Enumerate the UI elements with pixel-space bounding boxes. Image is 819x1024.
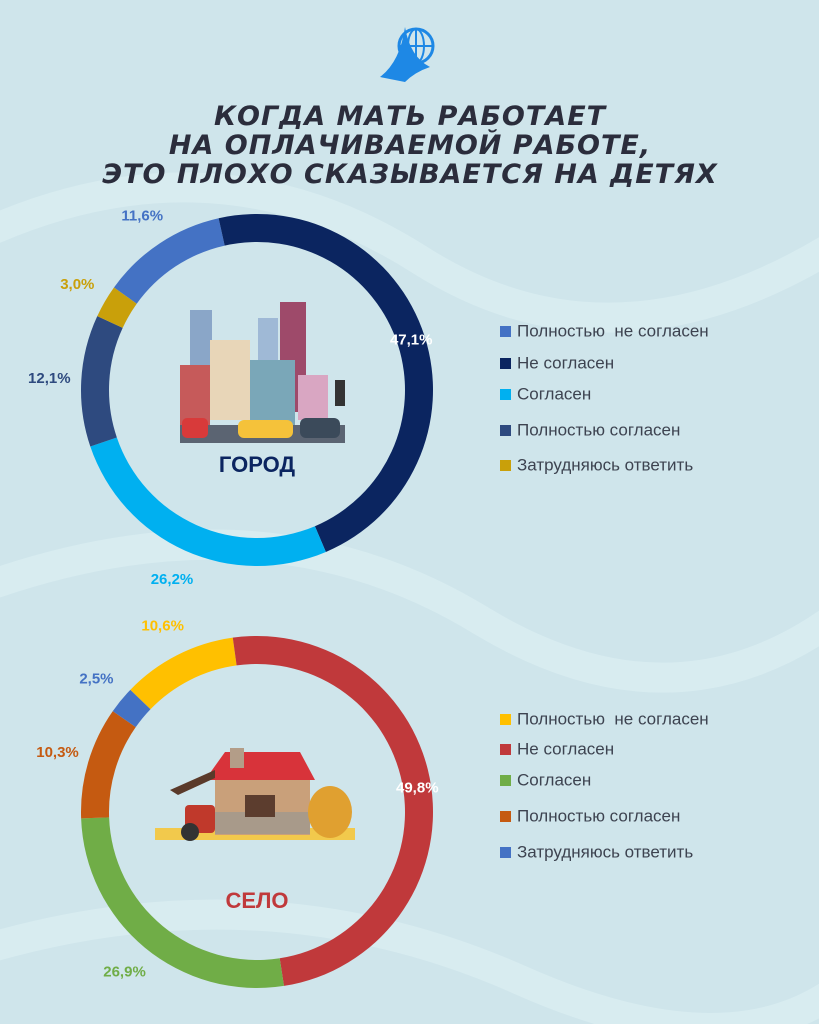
donut-segment xyxy=(232,635,434,986)
value-label: 10,6% xyxy=(141,618,184,635)
legend-label: Согласен xyxy=(517,770,591,789)
center-label: СЕЛО xyxy=(225,888,288,913)
legend-label: Полностью согласен xyxy=(517,420,680,439)
title-line: НА ОПЛАЧИВАЕМОЙ РАБОТЕ, xyxy=(169,129,651,161)
donut-segment xyxy=(81,817,284,988)
legend-label: Затрудняюсь ответить xyxy=(517,842,693,861)
donut-segment xyxy=(130,637,237,710)
value-label: 10,3% xyxy=(36,744,79,761)
value-label: 47,1% xyxy=(390,331,433,348)
value-label: 2,5% xyxy=(79,671,113,688)
value-label: 26,9% xyxy=(103,963,146,980)
donut-segment xyxy=(97,287,137,328)
legend-swatch xyxy=(500,389,511,400)
title-line: ЭТО ПЛОХО СКАЗЫВАЕТСЯ НА ДЕТЯХ xyxy=(102,159,718,190)
legend-label: Затрудняюсь ответить xyxy=(517,455,693,474)
legend-swatch xyxy=(500,358,511,369)
donut-segment xyxy=(113,218,225,304)
value-label: 26,2% xyxy=(151,571,194,588)
legend-swatch xyxy=(500,744,511,755)
donut-segment xyxy=(81,316,123,447)
donut-segment xyxy=(81,711,136,819)
legend-label: Полностью согласен xyxy=(517,806,680,825)
legend-label: Полностью не согласен xyxy=(517,709,709,728)
donut-segment xyxy=(112,689,151,728)
village-illustration xyxy=(155,748,355,841)
value-label: 11,6% xyxy=(121,207,163,224)
legend-swatch xyxy=(500,811,511,822)
legend-swatch xyxy=(500,847,511,858)
donut-segment xyxy=(218,213,434,552)
legend-swatch xyxy=(500,714,511,725)
legend-swatch xyxy=(500,425,511,436)
legend-swatch xyxy=(500,326,511,337)
legend-label: Полностью не согласен xyxy=(517,321,709,340)
value-label: 3,0% xyxy=(60,276,94,293)
title-line: КОГДА МАТЬ РАБОТАЕТ xyxy=(214,101,608,132)
center-label: ГОРОД xyxy=(219,452,296,477)
legend-swatch xyxy=(500,460,511,471)
donut-segment xyxy=(90,437,326,567)
logo xyxy=(380,27,435,82)
legend-swatch xyxy=(500,775,511,786)
city-illustration xyxy=(180,302,345,443)
value-label: 49,8% xyxy=(396,779,439,796)
legend-label: Не согласен xyxy=(517,353,614,372)
value-label: 12,1% xyxy=(28,370,71,387)
legend-label: Не согласен xyxy=(517,739,614,758)
legend-label: Согласен xyxy=(517,384,591,403)
